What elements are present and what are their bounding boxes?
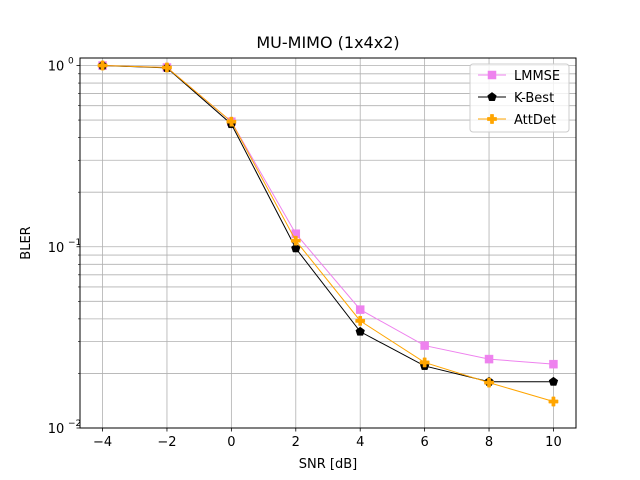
- data-point-lmmse: [549, 359, 558, 369]
- legend-item-attdet: AttDet: [478, 113, 556, 128]
- x-tick-label: 0: [227, 435, 235, 450]
- legend-item-lmmse: LMMSE: [478, 69, 560, 84]
- y-tick-label-exponent: −2: [68, 419, 81, 429]
- y-tick-label-exponent: 0: [68, 57, 74, 67]
- data-point-lmmse: [420, 341, 429, 350]
- x-tick-label: −2: [157, 435, 176, 450]
- data-point-attdet: [484, 377, 494, 388]
- y-tick-label: 10 −1: [48, 238, 82, 256]
- chart-title: MU-MIMO (1x4x2): [256, 33, 399, 52]
- legend: LMMSE K-Best AttDet: [469, 63, 570, 133]
- data-point-attdet: [548, 396, 559, 407]
- data-point-attdet: [97, 60, 108, 71]
- data-point-lmmse: [484, 354, 494, 364]
- y-tick-label: 10 −2: [48, 419, 82, 437]
- y-tick-label-exponent: −1: [68, 238, 81, 248]
- y-axis-label: BLER: [19, 226, 34, 259]
- legend-marker: [487, 114, 497, 124]
- data-point-attdet: [290, 235, 301, 246]
- x-axis-label: SNR [dB]: [299, 457, 357, 472]
- data-point-attdet: [355, 316, 366, 326]
- x-tick-label: 2: [292, 435, 300, 450]
- legend-label: AttDet: [514, 113, 556, 128]
- x-tick-label: −4: [93, 435, 112, 450]
- legend-box: [469, 63, 570, 133]
- data-point-attdet: [419, 357, 430, 368]
- data-point-k-best: [355, 326, 365, 336]
- x-tick-label: 6: [420, 435, 428, 450]
- data-point-k-best: [291, 243, 301, 253]
- series-attdet: [97, 60, 559, 407]
- legend-marker: [487, 92, 497, 101]
- data-point-attdet: [226, 116, 237, 127]
- y-tick-label-base: 10: [48, 241, 65, 256]
- data-point-lmmse: [355, 305, 365, 314]
- series-line-attdet: [102, 65, 554, 402]
- y-tick-label-base: 10: [48, 60, 65, 75]
- legend-marker: [487, 70, 497, 80]
- plot-frame: [79, 57, 577, 429]
- y-tick-label-base: 10: [48, 422, 65, 437]
- legend-label: LMMSE: [514, 69, 560, 84]
- legend-item-k-best: K-Best: [478, 91, 554, 106]
- x-tick-label: 4: [356, 435, 364, 450]
- x-tick-label: 10: [545, 435, 562, 450]
- y-tick-label: 10 0: [48, 57, 74, 75]
- data-point-attdet: [162, 62, 172, 73]
- x-tick-label: 8: [485, 435, 493, 450]
- data-point-k-best: [548, 376, 559, 386]
- legend-label: K-Best: [514, 91, 554, 106]
- plot-series: [97, 60, 559, 407]
